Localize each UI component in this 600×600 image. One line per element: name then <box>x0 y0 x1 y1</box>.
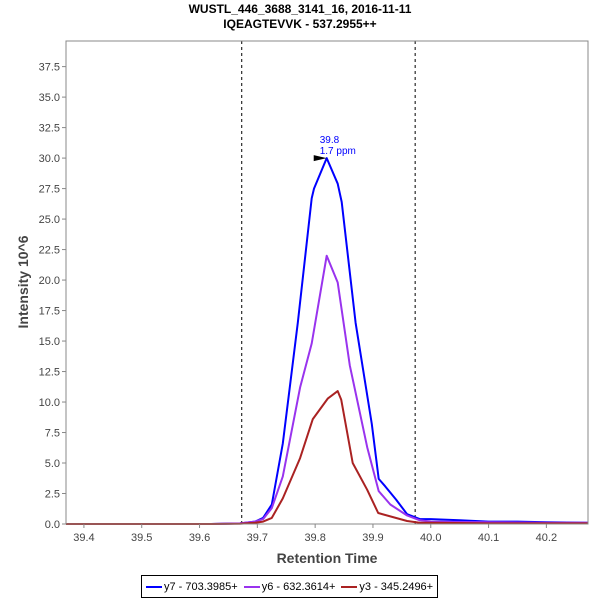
legend: y7 - 703.3985+ y6 - 632.3614+ y3 - 345.2… <box>141 575 439 598</box>
y-tick-label: 17.5 <box>39 306 60 318</box>
y-tick-label: 5.0 <box>45 458 60 470</box>
legend-item-y7: y7 - 703.3985+ <box>146 581 238 593</box>
y-tick-label: 15.0 <box>39 336 60 348</box>
legend-item-y3: y3 - 345.2496+ <box>341 581 433 593</box>
x-tick-label: 39.9 <box>362 532 383 544</box>
y-axis-label: Intensity 10^6 <box>15 235 31 328</box>
y-tick-label: 27.5 <box>39 184 60 196</box>
x-tick-label: 39.7 <box>247 532 268 544</box>
series-line-y7 <box>66 157 589 525</box>
y-tick-label: 7.5 <box>45 428 60 440</box>
legend-label: y7 - 703.3985+ <box>164 580 238 593</box>
plot-frame <box>65 40 589 525</box>
peak-ppm-label: 1.7 ppm <box>320 146 356 157</box>
y-tick-label: 30.0 <box>39 153 60 165</box>
y-tick-label: 22.5 <box>39 245 60 257</box>
series-line-y6 <box>66 254 588 525</box>
legend-item-y6: y6 - 632.3614+ <box>243 580 336 593</box>
y-tick-label: 12.5 <box>39 367 60 379</box>
legend-swatch <box>146 585 162 588</box>
x-tick-label: 39.6 <box>189 532 210 544</box>
peak-rt-label: 39.8 <box>320 135 340 146</box>
legend-label: y3 - 345.2496+ <box>359 580 434 593</box>
legend-swatch <box>341 585 358 588</box>
x-tick-label: 39.4 <box>73 532 94 544</box>
legend-label: y6 - 632.3614+ <box>261 580 336 593</box>
y-tick-label: 0.0 <box>45 519 60 531</box>
x-tick-label: 39.8 <box>304 532 325 544</box>
x-axis-label: Retention Time <box>277 550 378 566</box>
x-tick-label: 40.0 <box>420 532 441 544</box>
series-line-y3 <box>66 390 588 525</box>
peak-marker-icon <box>313 155 327 162</box>
x-tick-label: 40.1 <box>478 532 499 544</box>
y-tick-label: 10.0 <box>39 397 60 409</box>
y-tick-label: 37.5 <box>39 62 60 74</box>
y-tick-label: 2.5 <box>45 489 60 501</box>
chart-title: WUSTL_446_3688_3141_16, 2016-11-11 <box>188 2 412 16</box>
legend-swatch <box>243 585 260 588</box>
chart-subtitle: IQEAGTEVVK - 537.2955++ <box>223 17 377 31</box>
y-tick-label: 20.0 <box>39 275 60 287</box>
x-tick-label: 40.2 <box>536 532 557 544</box>
y-tick-label: 32.5 <box>39 123 60 135</box>
y-tick-label: 35.0 <box>39 92 60 104</box>
x-tick-label: 39.5 <box>131 532 152 544</box>
y-tick-label: 25.0 <box>39 214 60 226</box>
